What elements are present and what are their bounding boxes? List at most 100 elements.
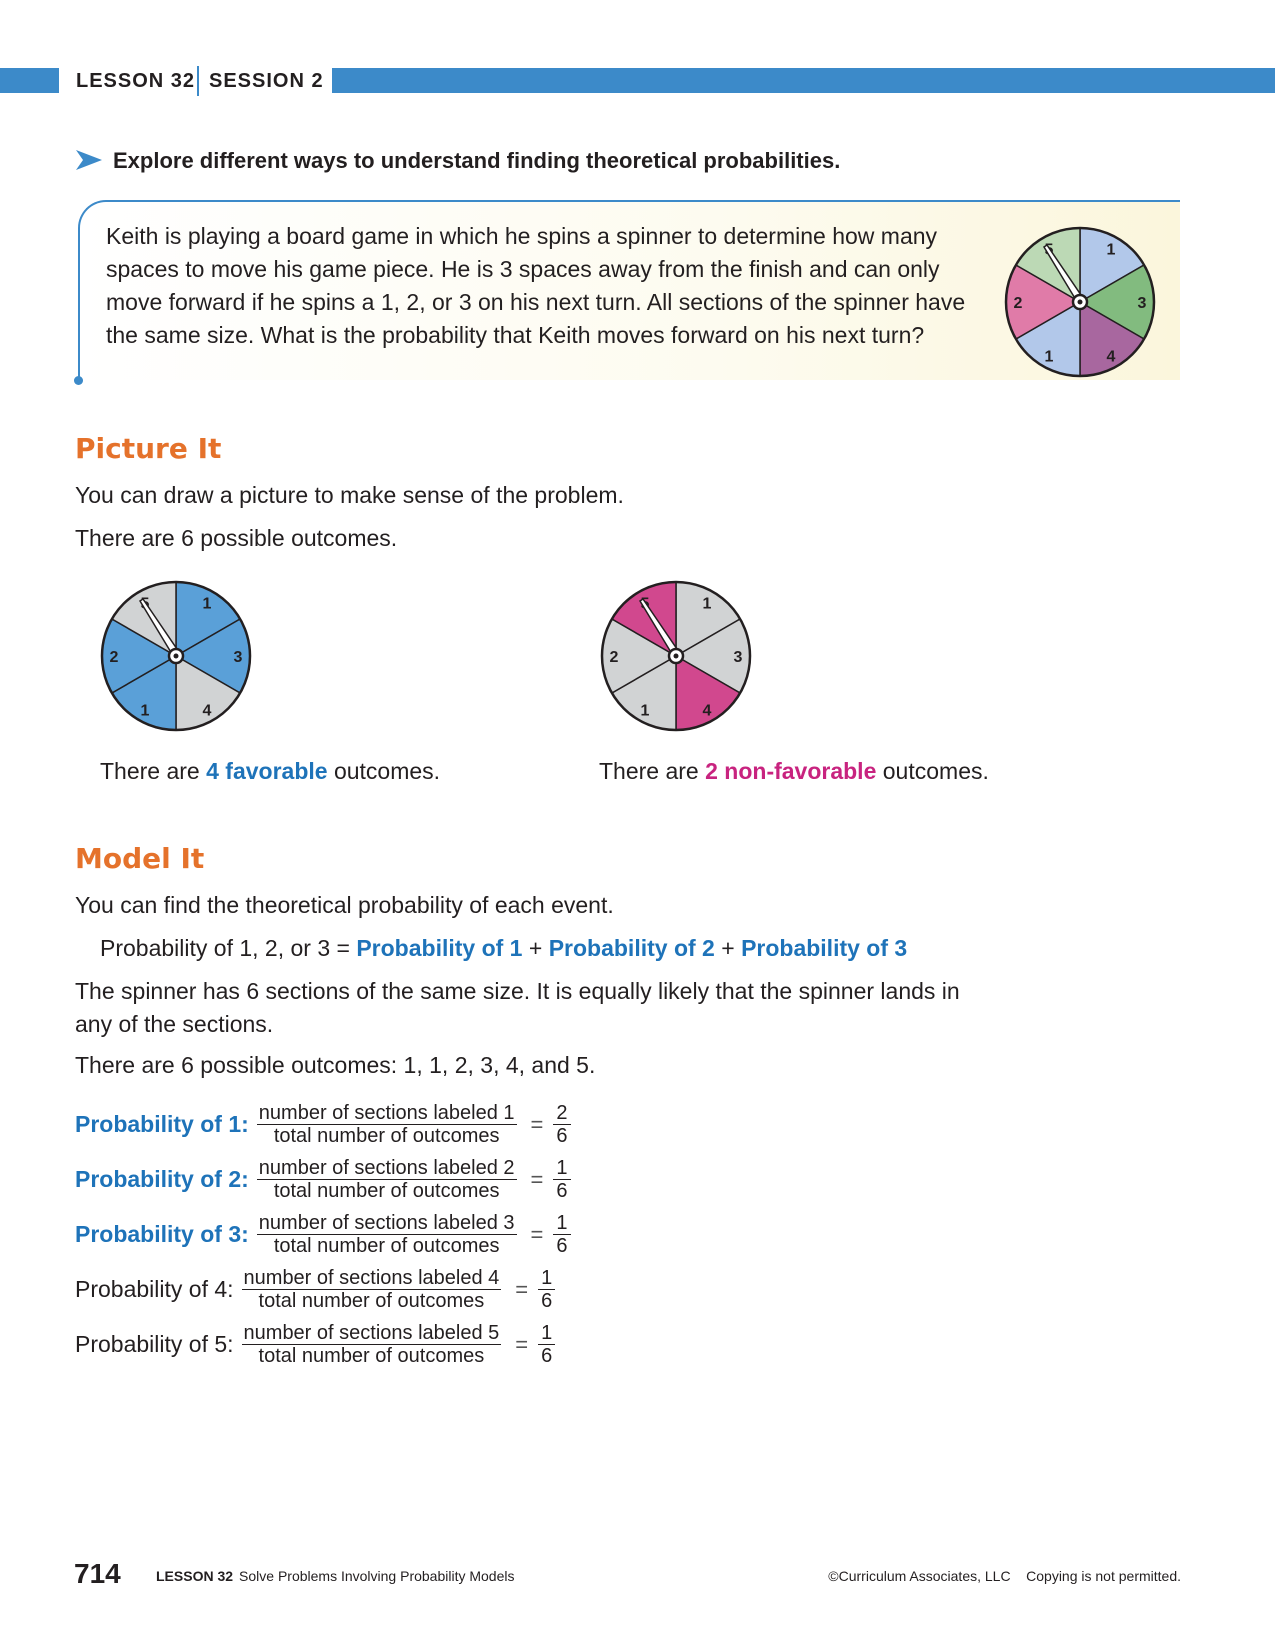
spinner-label: 1 — [641, 703, 650, 720]
explore-heading: Explore different ways to understand fin… — [113, 148, 841, 173]
fraction-denominator: total number of outcomes — [273, 1235, 500, 1257]
probability-fraction: number of sections labeled 1 total number… — [256, 1102, 517, 1147]
page-number: 714 — [74, 1558, 121, 1589]
lesson-label: LESSON 32 — [76, 70, 196, 92]
spinner-label: 1 — [141, 703, 150, 720]
fraction-denominator: total number of outcomes — [258, 1345, 485, 1367]
spinner-label: 4 — [203, 703, 212, 720]
spinner-rim — [600, 580, 752, 732]
equation-lhs: Probability of 1, 2, or 3 — [100, 935, 331, 961]
header-divider — [197, 66, 199, 96]
probability-row: Probability of 2: number of sections labe… — [75, 1157, 571, 1202]
picture-it-outcomes: There are 6 possible outcomes. — [75, 525, 398, 551]
footer-copyright: ©Curriculum Associates, LLC Copying is n… — [828, 1568, 1181, 1584]
probability-row: Probability of 5: number of sections labe… — [75, 1322, 556, 1367]
model-it-intro: You can find the theoretical probability… — [75, 892, 614, 918]
fraction-numerator: number of sections labeled 2 — [256, 1157, 517, 1180]
probability-label: Probability of 5: — [75, 1331, 234, 1357]
picture-it-intro: You can draw a picture to make sense of … — [75, 482, 624, 508]
footer-lesson-label: LESSON 32 — [156, 1568, 234, 1584]
non-favorable-caption: There are 2 non-favorable outcomes. — [599, 756, 989, 786]
equation-term-2: Probability of 2 — [548, 935, 715, 961]
favorable-caption: There are 4 favorable outcomes. — [100, 756, 440, 786]
probability-equation: Probability of 1, 2, or 3 = Probability … — [100, 933, 907, 963]
spinner-label: 3 — [234, 649, 243, 666]
fraction-denominator: total number of outcomes — [273, 1180, 500, 1202]
result-denominator: 6 — [556, 1180, 568, 1202]
fraction-numerator: number of sections labeled 1 — [256, 1102, 517, 1125]
probability-fraction: number of sections labeled 2 total number… — [256, 1157, 517, 1202]
fraction-numerator: number of sections labeled 3 — [256, 1212, 517, 1235]
footer-lesson: LESSON 32 Solve Problems Involving Probab… — [156, 1568, 515, 1584]
spinner-label: 2 — [610, 649, 619, 666]
spinner-label: 4 — [1107, 349, 1116, 366]
equals-sign: = — [515, 1331, 529, 1357]
result-denominator: 6 — [541, 1290, 553, 1312]
result-numerator: 1 — [553, 1212, 571, 1235]
copyright-text: ©Curriculum Associates, LLC — [828, 1568, 1011, 1584]
probability-label: Probability of 1: — [75, 1111, 249, 1137]
spinner-hub-center — [673, 653, 679, 659]
plus-sign: + — [721, 935, 735, 961]
fraction-denominator: total number of outcomes — [258, 1290, 485, 1312]
favorable-spinner: 134125 — [100, 580, 252, 732]
fraction-denominator: total number of outcomes — [273, 1125, 500, 1147]
probability-fraction: number of sections labeled 4 total number… — [241, 1267, 502, 1312]
favorable-count: 4 favorable — [206, 758, 328, 784]
fraction-numerator: number of sections labeled 4 — [241, 1267, 502, 1290]
equation-term-1: Probability of 1 — [356, 935, 523, 961]
caption-text: There are — [599, 758, 706, 784]
caption-text: outcomes. — [876, 758, 989, 784]
header-bar-left — [0, 68, 59, 93]
probability-row: Probability of 3: number of sections labe… — [75, 1212, 571, 1257]
equation-term-3: Probability of 3 — [741, 935, 908, 961]
probability-fraction: number of sections labeled 3 total number… — [256, 1212, 517, 1257]
problem-box — [78, 200, 1180, 380]
problem-spinner: 134125 — [1004, 226, 1156, 378]
equally-likely-paragraph: The spinner has 6 sections of the same s… — [75, 978, 960, 1037]
possible-outcomes-line: There are 6 possible outcomes: 1, 1, 2, … — [75, 1052, 596, 1078]
spinner-label: 2 — [1014, 295, 1023, 312]
spinner-hub-center — [173, 653, 179, 659]
equals-sign: = — [515, 1276, 529, 1302]
session-label: SESSION 2 — [209, 70, 324, 92]
result-denominator: 6 — [556, 1125, 568, 1147]
probability-row: Probability of 4: number of sections labe… — [75, 1267, 556, 1312]
model-it-title: Model It — [75, 842, 205, 875]
result-numerator: 1 — [538, 1267, 556, 1290]
probability-label: Probability of 2: — [75, 1166, 249, 1192]
result-numerator: 1 — [553, 1157, 571, 1180]
footer-lesson-title: Solve Problems Involving Probability Mod… — [239, 1568, 515, 1584]
equals-sign: = — [530, 1221, 544, 1247]
spinner-rim — [1004, 226, 1156, 378]
probability-label: Probability of 3: — [75, 1221, 249, 1247]
picture-it-title: Picture It — [75, 432, 222, 465]
probability-label: Probability of 4: — [75, 1276, 234, 1302]
spinner-label: 2 — [110, 649, 119, 666]
spinner-label: 3 — [734, 649, 743, 666]
non-favorable-spinner: 134125 — [600, 580, 752, 732]
probability-row: Probability of 1: number of sections labe… — [75, 1102, 571, 1147]
header-bar-right — [332, 68, 1275, 93]
problem-box-dot — [74, 376, 83, 385]
copy-notice: Copying is not permitted. — [1026, 1568, 1181, 1584]
equals-sign: = — [530, 1111, 544, 1137]
result-denominator: 6 — [541, 1345, 553, 1367]
non-favorable-count: 2 non-favorable — [705, 758, 877, 784]
spinner-label: 1 — [1107, 241, 1116, 258]
spinner-hub-center — [1077, 299, 1083, 305]
spinner-label: 1 — [203, 595, 212, 612]
caption-text: There are — [100, 758, 207, 784]
arrow-right-icon — [76, 150, 102, 170]
probability-fraction: number of sections labeled 5 total number… — [241, 1322, 502, 1367]
equals-sign: = — [530, 1166, 544, 1192]
result-denominator: 6 — [556, 1235, 568, 1257]
result-numerator: 1 — [538, 1322, 556, 1345]
spinner-label: 4 — [703, 703, 712, 720]
equals-sign: = — [336, 935, 350, 961]
spinner-label: 1 — [703, 595, 712, 612]
